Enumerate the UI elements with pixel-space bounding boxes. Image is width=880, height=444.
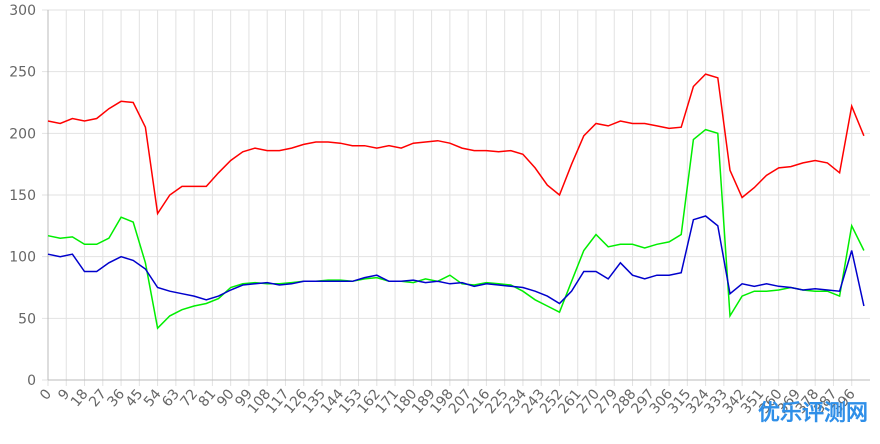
series-line: [47, 215, 865, 307]
series-line: [47, 128, 865, 330]
y-tick-label: 250: [9, 65, 36, 81]
y-tick-label: 0: [27, 373, 36, 389]
y-tick-label: 100: [9, 250, 36, 266]
y-tick-label: 50: [18, 311, 36, 327]
y-tick-label: 300: [9, 3, 36, 19]
y-tick-label: 200: [9, 126, 36, 142]
x-tick-label: 0: [37, 386, 55, 403]
series-line: [47, 73, 865, 216]
y-tick-label: 150: [9, 188, 36, 204]
watermark: 优乐评测网: [758, 400, 868, 426]
